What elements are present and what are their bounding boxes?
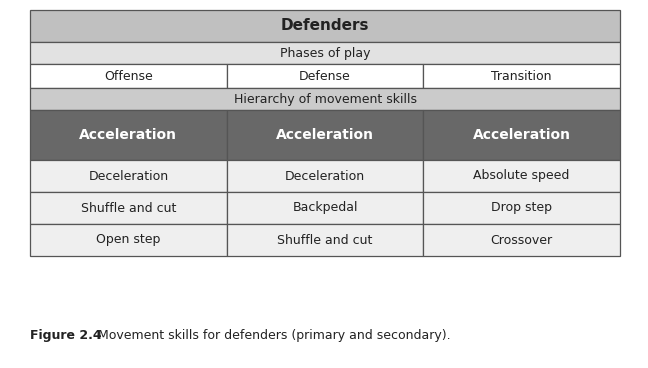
Bar	[423, 110, 620, 160]
Text: Drop step: Drop step	[491, 202, 552, 215]
Bar	[227, 64, 423, 88]
Text: Open step: Open step	[96, 234, 161, 247]
Text: Transition: Transition	[491, 70, 552, 82]
Bar	[30, 192, 227, 224]
Bar	[30, 42, 620, 64]
Text: Deceleration: Deceleration	[88, 170, 168, 183]
Text: Phases of play: Phases of play	[280, 46, 370, 60]
Text: Shuffle and cut: Shuffle and cut	[80, 202, 176, 215]
Text: Shuffle and cut: Shuffle and cut	[277, 234, 373, 247]
Bar	[423, 64, 620, 88]
Bar	[30, 160, 227, 192]
Text: Figure 2.4: Figure 2.4	[30, 329, 102, 342]
Text: Deceleration: Deceleration	[285, 170, 365, 183]
Bar	[30, 110, 227, 160]
Bar	[30, 224, 227, 256]
Bar	[227, 192, 423, 224]
Bar	[423, 224, 620, 256]
Text: Movement skills for defenders (primary and secondary).: Movement skills for defenders (primary a…	[82, 329, 450, 342]
Bar	[227, 224, 423, 256]
Bar	[30, 64, 227, 88]
Bar	[423, 192, 620, 224]
Text: Backpedal: Backpedal	[292, 202, 358, 215]
Bar	[30, 88, 620, 110]
Bar	[227, 110, 423, 160]
Bar	[423, 160, 620, 192]
Text: Defense: Defense	[299, 70, 351, 82]
Bar	[30, 10, 620, 42]
Text: Acceleration: Acceleration	[472, 128, 571, 142]
Bar	[227, 160, 423, 192]
Text: Absolute speed: Absolute speed	[474, 170, 570, 183]
Text: Offense: Offense	[104, 70, 153, 82]
Text: Acceleration: Acceleration	[276, 128, 374, 142]
Text: Hierarchy of movement skills: Hierarchy of movement skills	[233, 92, 417, 106]
Text: Crossover: Crossover	[491, 234, 553, 247]
Text: Defenders: Defenders	[281, 18, 369, 33]
Text: Acceleration: Acceleration	[79, 128, 178, 142]
